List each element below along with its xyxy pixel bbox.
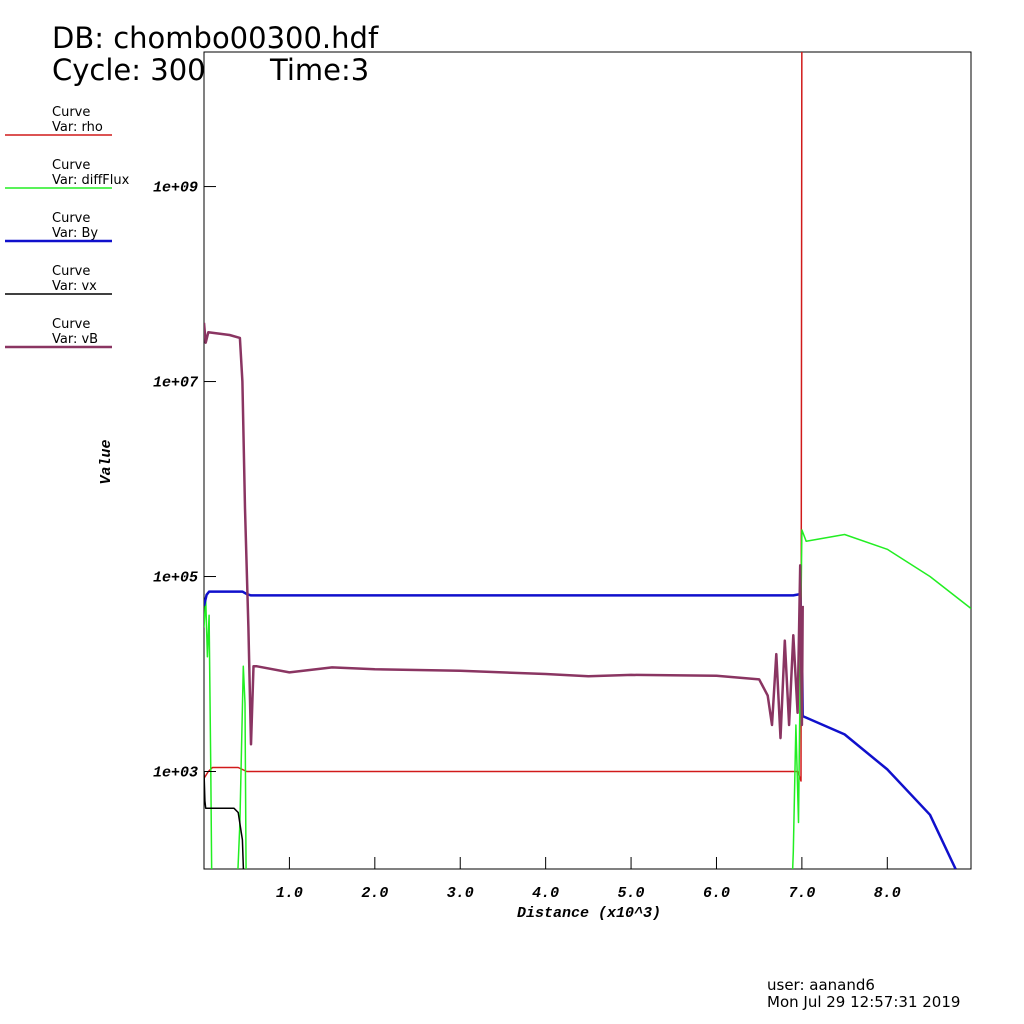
x-tick-label: 2.0 bbox=[361, 885, 388, 902]
x-axis-label: Distance (x10^3) bbox=[517, 905, 661, 922]
y-axis-label: Value bbox=[98, 439, 115, 484]
y-tick-label: 1e+05 bbox=[153, 570, 198, 587]
legend-label: Var: vx bbox=[52, 279, 97, 294]
legend-label: Var: rho bbox=[52, 120, 103, 135]
x-tick-label: 3.0 bbox=[447, 885, 474, 902]
legend-heading: Curve bbox=[52, 211, 90, 226]
y-tick-label: 1e+07 bbox=[153, 375, 199, 392]
chart-title: DB: chombo00300.hdf bbox=[52, 21, 379, 55]
plot-frame bbox=[203, 51, 972, 870]
legend-heading: Curve bbox=[52, 317, 90, 332]
legend-heading: Curve bbox=[52, 158, 90, 173]
x-tick-label: 4.0 bbox=[532, 885, 559, 902]
x-tick-label: 6.0 bbox=[703, 885, 730, 902]
x-tick-label: 5.0 bbox=[618, 885, 645, 902]
legend-label: Var: By bbox=[52, 226, 98, 241]
legend-label: Var: vB bbox=[52, 332, 98, 347]
series-line bbox=[204, 52, 803, 782]
x-tick-label: 8.0 bbox=[874, 885, 901, 902]
legend-heading: Curve bbox=[52, 264, 90, 279]
plot-lines bbox=[204, 52, 971, 869]
date-label: Mon Jul 29 12:57:31 2019 bbox=[767, 993, 960, 1011]
cycle-label: Cycle: 300 bbox=[52, 53, 206, 87]
series-line bbox=[204, 590, 957, 869]
y-tick-label: 1e+09 bbox=[153, 180, 198, 197]
user-label: user: aanand6 bbox=[767, 976, 875, 994]
x-tick-label: 1.0 bbox=[276, 885, 303, 902]
y-tick-label: 1e+03 bbox=[153, 765, 198, 782]
legend-heading: Curve bbox=[52, 105, 90, 120]
time-label: Time:3 bbox=[269, 53, 369, 87]
series-line bbox=[204, 771, 245, 869]
x-tick-label: 7.0 bbox=[788, 885, 815, 902]
series-line bbox=[204, 529, 971, 869]
legend-label: Var: diffFlux bbox=[52, 173, 130, 188]
series-line bbox=[204, 322, 804, 746]
